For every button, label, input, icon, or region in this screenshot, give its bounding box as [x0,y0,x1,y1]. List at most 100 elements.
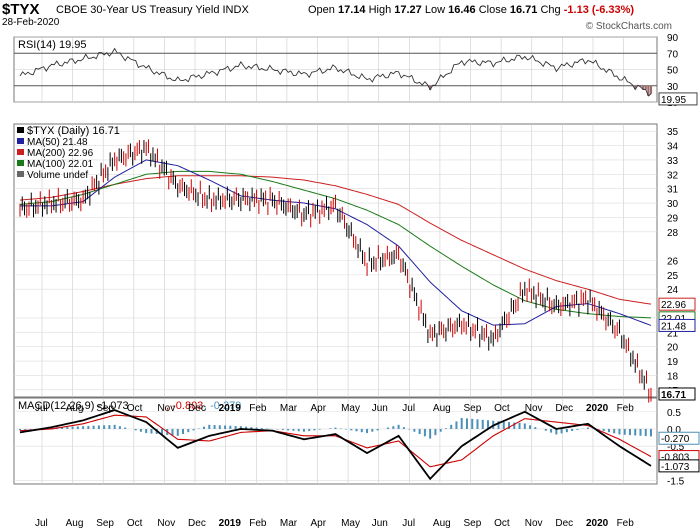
rsi-tick-label: 70 [667,49,679,60]
price-legend-label: $TYX (Daily) 16.71 [27,125,120,137]
price-x-label: Feb [617,403,635,414]
price-x-label: Feb [249,403,267,414]
macd-x-label: Mar [280,518,298,529]
macd-line [19,409,652,481]
macd-x-label: 2019 [219,518,242,529]
macd-hist-label: , -0.270 [204,400,241,412]
macd-last-label: -0.803 [661,453,690,464]
rsi-last-box [658,92,698,106]
high-label: High [368,4,392,16]
chg-label: Chg [540,4,561,16]
rsi-tick-label: 50 [667,66,679,77]
rsi-tick-label: 90 [667,33,679,44]
price-x-label: Jun [372,403,388,414]
price-last-label: 21.48 [661,321,686,332]
price-tick-label: 21 [667,328,679,339]
price-x-label: Aug [433,403,451,414]
macd-x-label: Feb [249,518,267,529]
price-x-label: May [341,403,360,414]
macd-signal-label: , -0.803 [166,400,203,412]
rsi-tick-label: 30 [667,82,679,93]
price-tick-label: 31 [667,185,679,196]
price-ma50-line [20,159,652,326]
price-tick-label: 24 [667,285,679,296]
macd-x-label: Oct [494,518,510,529]
price-x-label: Sep [96,403,114,414]
macd-tick-label: 0.5 [667,408,681,419]
price-tick-label: 33 [667,156,679,167]
price-x-label: Nov [157,403,175,414]
macd-x-label: Feb [617,518,635,529]
price-tick-label: 29 [667,213,679,224]
price-x-label: 2020 [586,403,609,414]
legend-swatch [17,138,24,144]
price-x-label: Nov [525,403,543,414]
open-value: 17.14 [337,4,366,16]
price-last-label: 16.71 [661,390,686,401]
macd-title: MACD(12,26,9) -1.073 [18,400,129,412]
macd-x-label: Dec [555,518,573,529]
high-value: 17.27 [394,4,422,16]
legend-swatch [17,171,24,177]
price-tick-label: 35 [667,127,679,138]
price-tick-label: 26 [667,257,679,268]
price-x-label: Oct [494,403,510,414]
rsi-last-label: 19.95 [661,95,686,106]
price-x-label: Dec [555,403,573,414]
price-tick-label: 20 [667,343,679,354]
macd-x-label: Nov [525,518,543,529]
macd-x-label: Dec [188,518,206,529]
price-tick-label: 18 [667,371,679,382]
price-legend-label: Volume undef [27,170,88,181]
macd-last-label: -0.270 [661,434,690,445]
price-x-label: Apr [310,403,326,414]
macd-x-label: Nov [157,518,175,529]
price-x-label: Mar [280,403,298,414]
price-legend-label: MA(200) 22.96 [27,148,94,159]
chart-header: $TYX CBOE 30-Year US Treasury Yield INDX… [0,0,700,36]
price-legend-label: MA(100) 22.01 [27,159,94,170]
macd-tick-label: -1.5 [667,477,685,488]
macd-x-label: Aug [66,518,84,529]
price-x-label: Jul [402,403,415,414]
close-value: 16.71 [509,4,538,16]
macd-x-label: May [341,518,360,529]
macd-tick-label: -0.5 [667,442,685,453]
price-last-box [658,297,696,311]
macd-x-label: Jul [35,518,48,529]
macd-tick-label: 0.0 [667,425,681,436]
price-tick-label: 34 [667,142,679,153]
price-x-label: Oct [127,403,143,414]
price-x-label: Aug [66,403,84,414]
macd-x-label: Jul [402,518,415,529]
macd-last-box [658,431,700,445]
legend-swatch [17,160,24,166]
panel-frame-macd [13,397,658,485]
macd-x-label: Aug [433,518,451,529]
legend-swatch [17,149,24,155]
low-label: Low [424,4,446,16]
macd-x-label: Apr [310,518,326,529]
ohlc-readout: Open 17.14 High 17.27 Low 16.46 Close 16… [308,4,634,16]
low-value: 16.46 [448,4,476,16]
rsi-title: RSI(14) 19.95 [18,39,86,51]
price-x-label: Jul [35,403,48,414]
macd-last-box [658,459,700,473]
price-x-label: Sep [464,403,482,414]
open-label: Open [308,4,335,16]
macd-x-label: Sep [96,518,114,529]
close-label: Close [478,4,507,16]
legend-swatch [17,127,24,133]
price-tick-label: 30 [667,199,679,210]
symbol-name: CBOE 30-Year US Treasury Yield INDX [56,4,249,16]
chg-value: -1.13 (-6.33%) [563,4,635,16]
price-ma200-line [19,175,652,305]
rsi-oversold-fill [429,85,653,96]
price-legend-label: MA(50) 21.48 [27,137,88,148]
price-last-box [658,387,696,401]
price-tick-label: 19 [667,357,679,368]
symbol: $TYX [2,1,40,18]
price-last-box [658,318,696,332]
macd-signal-line [19,414,652,468]
